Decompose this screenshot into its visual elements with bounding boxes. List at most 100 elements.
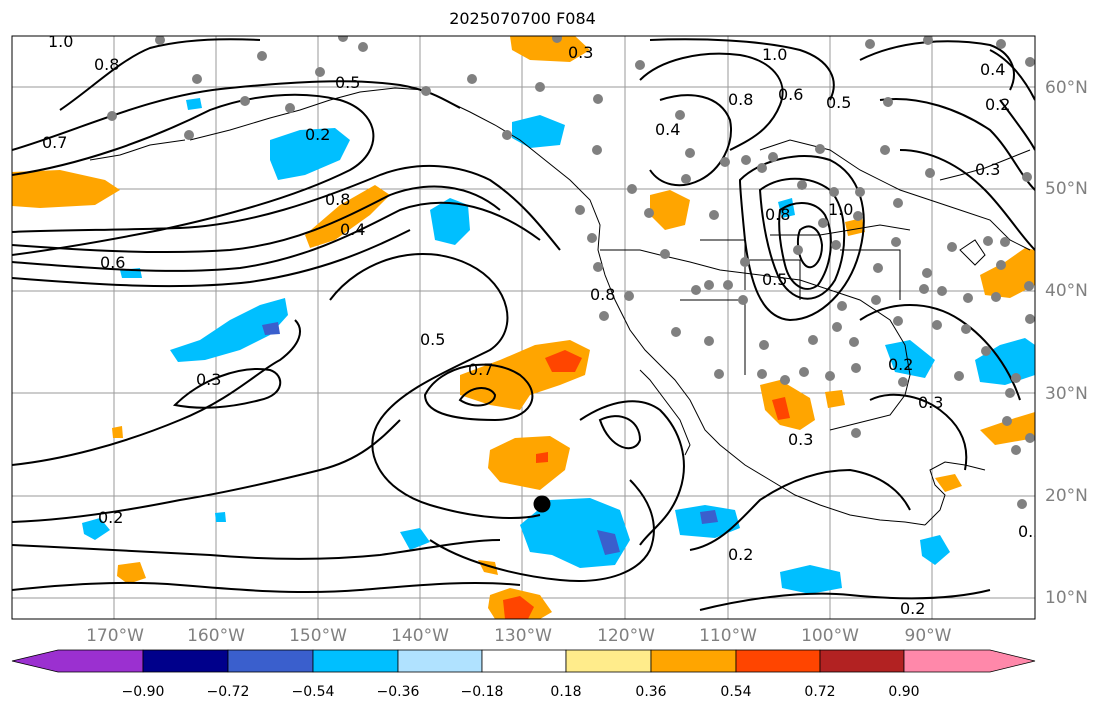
positive-anomaly-area <box>760 380 815 430</box>
negative-anomaly-area <box>82 518 110 540</box>
contour-label: 0.8 <box>728 90 753 109</box>
contour-label: 1.0 <box>828 200 853 219</box>
negative-anomaly-area <box>700 510 718 524</box>
positive-anomaly-area <box>825 390 845 408</box>
colorbar-segment <box>227 649 314 673</box>
colorbar-tick-label: 0.72 <box>804 684 836 700</box>
contour-label-group: 1.0 0.8 0.7 0.5 0.3 0.8 0.4 0.6 0.2 0.5 … <box>42 32 1043 618</box>
negative-anomaly-area <box>270 128 350 180</box>
contour-label: 0.2 <box>900 599 925 618</box>
longitude-label: 140°W <box>391 626 449 646</box>
contour-label: 0.2 <box>985 95 1010 114</box>
positive-anomaly-area <box>488 436 570 490</box>
negative-anomaly-area <box>885 340 935 378</box>
longitude-label: 150°W <box>289 626 347 646</box>
negative-anomaly-area <box>430 198 470 245</box>
negative-anomaly-area <box>975 338 1035 385</box>
latitude-label: 40°N <box>1045 281 1088 301</box>
contour-label: 0.8 <box>325 190 350 209</box>
colorbar-segment <box>735 649 821 673</box>
negative-anomaly-area <box>170 298 288 362</box>
contour-label: 0.2 <box>305 125 330 144</box>
gridlines <box>12 36 1035 619</box>
positive-anomaly-area <box>650 190 690 230</box>
positive-anomaly-area <box>112 426 123 438</box>
longitude-label: 90°W <box>904 626 952 646</box>
positive-anomaly-area <box>536 452 548 463</box>
positive-anomaly-area <box>935 474 962 492</box>
latitude-label: 20°N <box>1045 486 1088 506</box>
contour-label: 0.3 <box>196 370 221 389</box>
latitude-label: 10°N <box>1045 588 1088 608</box>
colorbar-segment <box>565 649 652 673</box>
negative-anomaly-area <box>778 198 795 218</box>
positive-anomaly-area <box>503 596 534 619</box>
colorbar-tick-label: −0.90 <box>121 684 165 700</box>
contour-label: 0.2 <box>1018 522 1043 541</box>
colorbar <box>11 649 1036 673</box>
negative-anomaly-area <box>186 98 202 110</box>
colorbar-tick-label: −0.54 <box>291 684 335 700</box>
positive-anomaly-area <box>117 562 146 584</box>
storm-center-marker <box>533 495 551 513</box>
negative-anomaly-area <box>520 498 630 568</box>
contour-label: 0.3 <box>788 430 813 449</box>
contour-label: 0.4 <box>655 120 680 139</box>
map-frame <box>11 35 1036 620</box>
contour-label: 0.6 <box>100 253 125 272</box>
colorbar-tick-label: 0.90 <box>888 684 920 700</box>
contour-label: 0.3 <box>568 43 593 62</box>
colorbar-tick-label: −0.36 <box>376 684 420 700</box>
map-title: 2025070700 F084 <box>449 9 596 28</box>
latitude-label: 60°N <box>1045 78 1088 98</box>
negative-anomaly-area <box>400 528 430 550</box>
colorbar-segment <box>481 649 567 673</box>
negative-anomaly-area <box>780 565 842 594</box>
contour-label: 0.5 <box>420 330 445 349</box>
contour-label: 0.7 <box>468 360 493 379</box>
negative-anomaly-area <box>512 115 565 148</box>
colorbar-segment <box>142 649 229 673</box>
longitude-label: 110°W <box>699 626 757 646</box>
negative-anomaly-area <box>920 535 950 565</box>
station-dots <box>107 36 1035 509</box>
contour-label: 0.3 <box>918 393 943 412</box>
negative-anomaly-area <box>262 322 280 335</box>
contour-label: 1.0 <box>762 45 787 64</box>
colorbar-segment <box>650 649 737 673</box>
contour-label: 0.8 <box>94 55 119 74</box>
contour-label: 0.3 <box>975 160 1000 179</box>
colorbar-segment <box>903 649 1036 673</box>
positive-anomaly-area <box>980 248 1035 298</box>
contour-label: 0.5 <box>335 73 360 92</box>
contour-label: 0.8 <box>765 205 790 224</box>
contour-label: 0.8 <box>590 285 615 304</box>
latitude-label: 50°N <box>1045 179 1088 199</box>
contour-label: 0.4 <box>980 60 1005 79</box>
contour-label: 0.6 <box>778 85 803 104</box>
contour-label: 0.4 <box>340 220 365 239</box>
colorbar-segment <box>312 649 399 673</box>
contour-label: 0.2 <box>728 545 753 564</box>
colorbar-segment <box>819 649 905 673</box>
colorbar-segment <box>397 649 483 673</box>
colorbar-tick-label: −0.72 <box>206 684 250 700</box>
contour-label: 0.2 <box>888 355 913 374</box>
contour-label: 0.2 <box>98 508 123 527</box>
positive-anomaly-area <box>845 218 865 236</box>
longitude-label: 120°W <box>597 626 655 646</box>
positive-anomaly-area <box>772 397 790 420</box>
contour-label: 0.7 <box>42 133 67 152</box>
negative-anomaly-area <box>215 512 226 522</box>
colorbar-tick-label: −0.18 <box>460 684 504 700</box>
contour-label: 0.5 <box>826 93 851 112</box>
latitude-label: 30°N <box>1045 384 1088 404</box>
colorbar-tick-label: 0.36 <box>635 684 667 700</box>
contour-label: 1.0 <box>48 32 73 51</box>
colorbar-tick-label: 0.18 <box>550 684 582 700</box>
negative-anomaly-area <box>597 530 620 555</box>
longitude-label: 170°W <box>86 626 144 646</box>
positive-anomaly-area <box>12 170 120 208</box>
longitude-label: 160°W <box>187 626 245 646</box>
